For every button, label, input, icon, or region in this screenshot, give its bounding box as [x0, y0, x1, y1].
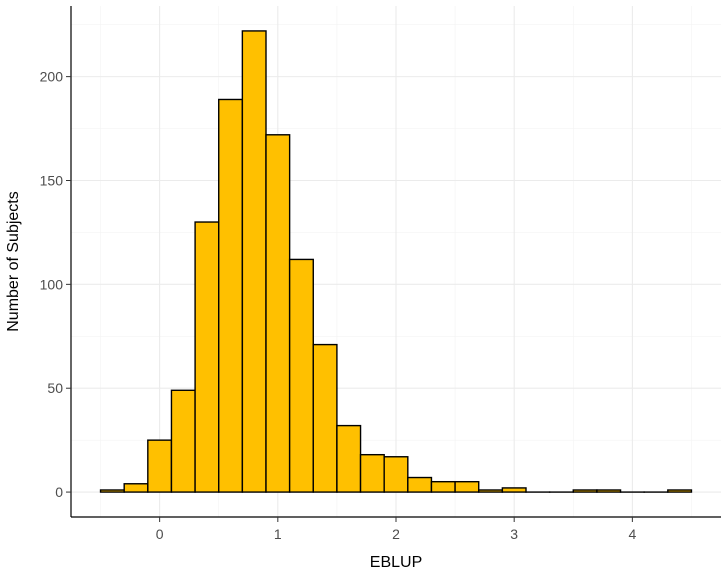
y-axis-title: Number of Subjects	[5, 191, 22, 332]
y-tick-label: 200	[40, 69, 64, 85]
x-tick-label: 2	[392, 526, 400, 542]
histogram-bar	[501, 487, 527, 493]
histogram-bar	[454, 480, 480, 493]
histogram-bar	[572, 489, 598, 493]
histogram-bar	[312, 343, 338, 493]
x-tick-label: 3	[510, 526, 518, 542]
x-tick-label: 4	[628, 526, 636, 542]
histogram-bar	[241, 30, 267, 493]
histogram-bar	[336, 424, 362, 493]
histogram-bar	[170, 389, 196, 493]
histogram-bars	[99, 30, 693, 493]
histogram-bar	[359, 453, 385, 493]
histogram-bar	[265, 134, 291, 493]
histogram-bar	[407, 476, 433, 493]
histogram-bar	[667, 489, 693, 493]
x-tick-label: 1	[274, 526, 282, 542]
histogram-bar	[430, 480, 456, 493]
histogram-bar	[218, 98, 244, 493]
histogram-bar	[383, 456, 409, 493]
y-tick-label: 150	[40, 172, 64, 188]
y-tick-label: 100	[40, 276, 64, 292]
histogram-bar	[123, 483, 149, 493]
y-tick-label: 0	[55, 484, 63, 500]
y-tick-label: 50	[47, 380, 63, 396]
histogram-bar	[478, 489, 504, 493]
x-tick-label: 0	[156, 526, 164, 542]
x-axis-title: EBLUP	[370, 554, 422, 571]
histogram-bar	[99, 489, 125, 493]
histogram-bar	[147, 439, 173, 493]
tick-labels: 0 1 2 3 4 0 50 100 150 200	[40, 69, 637, 542]
histogram-bar	[596, 489, 622, 493]
histogram-bar	[194, 221, 220, 493]
histogram-bar	[288, 258, 314, 493]
